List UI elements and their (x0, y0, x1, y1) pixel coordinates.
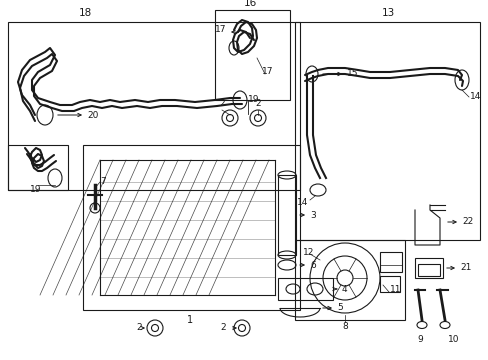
Text: 20: 20 (87, 111, 98, 120)
Text: 1: 1 (186, 315, 193, 325)
Text: 14: 14 (469, 92, 480, 101)
Bar (417, 264, 439, 276)
Text: 19: 19 (30, 185, 41, 194)
Text: 7: 7 (100, 177, 105, 186)
Text: 11: 11 (389, 285, 401, 294)
Bar (83, 145, 299, 310)
Text: 8: 8 (342, 322, 347, 331)
Bar (8, 145, 68, 190)
Bar (379, 276, 399, 292)
Text: 17: 17 (215, 26, 226, 35)
Text: 19: 19 (247, 95, 259, 104)
Text: 2: 2 (219, 99, 224, 108)
Text: 5: 5 (336, 303, 342, 312)
Text: 15: 15 (346, 69, 358, 78)
Text: 13: 13 (381, 8, 394, 18)
Text: 3: 3 (309, 211, 315, 220)
Text: 9: 9 (416, 335, 422, 344)
Text: 14: 14 (296, 198, 307, 207)
Text: 16: 16 (243, 0, 256, 8)
Bar (8, 22, 299, 190)
Bar (215, 10, 289, 100)
Bar (414, 258, 442, 278)
Text: 17: 17 (262, 68, 273, 77)
Bar (278, 175, 295, 255)
Bar (294, 22, 479, 240)
Text: 4: 4 (341, 284, 347, 293)
Text: 10: 10 (447, 335, 459, 344)
Bar (278, 278, 332, 300)
Text: 2: 2 (220, 324, 225, 333)
Text: 12: 12 (303, 248, 314, 257)
Text: 22: 22 (461, 217, 472, 226)
Text: 21: 21 (459, 264, 470, 273)
Bar (294, 240, 404, 320)
Bar (379, 252, 401, 272)
Text: 2: 2 (255, 99, 260, 108)
Text: 18: 18 (78, 8, 91, 18)
Text: 6: 6 (309, 261, 315, 270)
Text: 2: 2 (136, 324, 142, 333)
